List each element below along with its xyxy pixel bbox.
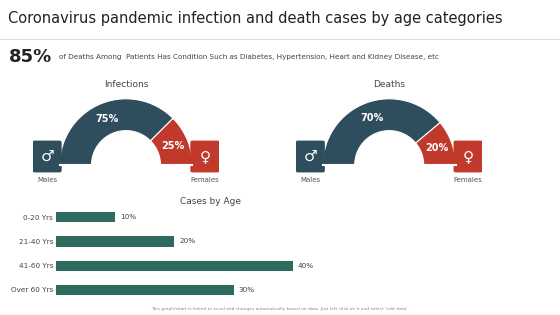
Text: ♂: ♂ bbox=[40, 149, 54, 164]
Text: This graph/chart is linked to excel and changes automatically based on data. Jus: This graph/chart is linked to excel and … bbox=[151, 307, 409, 311]
Bar bbox=[56, 236, 175, 247]
Text: Infections: Infections bbox=[104, 80, 148, 89]
Text: 85%: 85% bbox=[8, 48, 52, 66]
Polygon shape bbox=[60, 99, 173, 165]
Text: ♂: ♂ bbox=[304, 149, 317, 164]
FancyBboxPatch shape bbox=[296, 140, 325, 172]
Polygon shape bbox=[416, 123, 455, 165]
FancyBboxPatch shape bbox=[454, 140, 483, 172]
Text: 30%: 30% bbox=[239, 287, 255, 293]
Text: 20%: 20% bbox=[425, 143, 448, 153]
Bar bbox=[56, 285, 234, 295]
Text: 40%: 40% bbox=[298, 263, 314, 269]
Text: Females: Females bbox=[190, 177, 220, 183]
Text: Males: Males bbox=[300, 177, 320, 183]
Text: 10%: 10% bbox=[120, 214, 136, 220]
FancyBboxPatch shape bbox=[190, 140, 220, 172]
Text: ♀: ♀ bbox=[199, 149, 211, 164]
Bar bbox=[56, 261, 293, 271]
Text: of Deaths Among  Patients Has Condition Such as Diabetes, Hypertension, Heart an: of Deaths Among Patients Has Condition S… bbox=[59, 54, 439, 60]
Text: Deaths: Deaths bbox=[373, 80, 405, 89]
Polygon shape bbox=[323, 99, 440, 165]
Text: 25%: 25% bbox=[161, 141, 184, 151]
Text: Males: Males bbox=[37, 177, 57, 183]
Text: 75%: 75% bbox=[95, 114, 118, 123]
Text: Coronavirus pandemic infection and death cases by age categories: Coronavirus pandemic infection and death… bbox=[8, 11, 503, 26]
Polygon shape bbox=[151, 118, 192, 165]
Text: 20%: 20% bbox=[179, 238, 195, 244]
FancyBboxPatch shape bbox=[32, 140, 62, 172]
Bar bbox=[56, 212, 115, 222]
Title: Cases by Age: Cases by Age bbox=[180, 197, 240, 206]
Text: Females: Females bbox=[454, 177, 483, 183]
Text: 70%: 70% bbox=[360, 113, 384, 123]
Text: ♀: ♀ bbox=[463, 149, 474, 164]
